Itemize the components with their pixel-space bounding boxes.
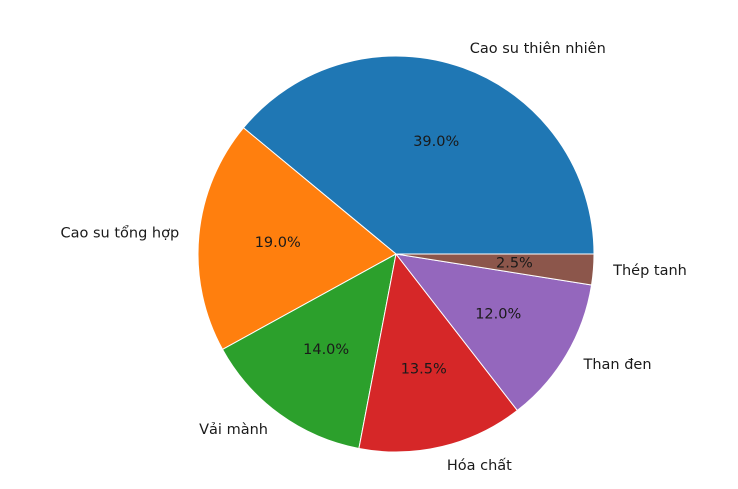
percent-label-than-den: 12.0%: [475, 306, 521, 322]
pie-slice-thep-tanh: [395, 253, 595, 286]
category-label-vai-manh: Vải mành: [199, 422, 268, 438]
pie-slice-vai-manh: [221, 253, 397, 449]
pie-slice-cao-su-tong-hop: [197, 127, 397, 350]
percent-label-hoa-chat: 13.5%: [401, 362, 447, 378]
percent-label-thep-tanh: 2.5%: [496, 255, 533, 271]
percent-labels: 39.0% 19.0% 14.0% 13.5% 12.0% 2.5%: [255, 134, 533, 377]
category-label-hoa-chat: Hóa chất: [447, 458, 512, 474]
pie-slice-cao-su-thien-nhien: [242, 55, 595, 255]
pie-slices: [197, 55, 595, 453]
percent-label-cao-su-tong-hop: 19.0%: [255, 235, 301, 251]
category-label-cao-su-tong-hop: Cao su tổng hợp: [60, 225, 179, 242]
category-label-cao-su-thien-nhien: Cao su thiên nhiên: [470, 41, 606, 57]
category-label-thep-tanh: Thép tanh: [612, 263, 687, 279]
category-label-than-den: Than đen: [582, 357, 651, 373]
percent-label-vai-manh: 14.0%: [303, 342, 349, 358]
category-labels: Cao su thiên nhiên Cao su tổng hợp Vải màn…: [60, 41, 686, 474]
percent-label-cao-su-thien-nhien: 39.0%: [413, 134, 459, 150]
pie-slice-than-den: [395, 253, 593, 411]
pie-slice-hoa-chat: [358, 253, 518, 453]
